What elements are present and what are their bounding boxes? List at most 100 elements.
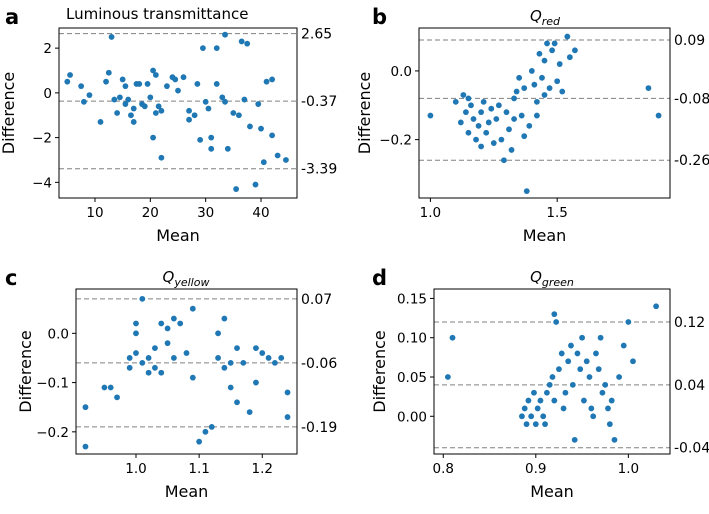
- data-point-a-45: [208, 145, 215, 152]
- data-point-c-15: [152, 345, 158, 352]
- data-point-c-24: [189, 305, 196, 312]
- data-point-a-57: [241, 96, 248, 103]
- x-tick-label-d-1: 0.9: [525, 461, 546, 477]
- data-point-c-23: [183, 350, 190, 356]
- data-point-b-51: [572, 47, 578, 54]
- data-point-d-23: [565, 358, 572, 365]
- data-point-b-24: [508, 147, 515, 153]
- data-point-b-15: [485, 119, 492, 126]
- data-point-c-42: [265, 355, 272, 361]
- data-point-b-43: [546, 85, 553, 92]
- y-tick-label-a-3: −4: [32, 175, 52, 191]
- reference-line-label-b-2: -0.26: [674, 153, 709, 169]
- data-point-d-43: [611, 436, 618, 443]
- y-axis-label-b: Difference: [355, 72, 374, 154]
- data-point-b-49: [564, 33, 571, 40]
- chart-title-a: Luminous transmittance: [66, 5, 248, 23]
- data-point-c-29: [215, 355, 221, 361]
- data-point-d-13: [544, 389, 550, 396]
- data-point-d-20: [558, 350, 565, 357]
- data-point-c-28: [208, 424, 215, 430]
- y-tick-label-d-2: 0.05: [397, 370, 427, 386]
- data-point-d-0: [444, 374, 451, 380]
- data-point-a-48: [213, 81, 220, 87]
- data-point-d-38: [599, 389, 606, 396]
- y-tick-label-a-0: 2: [43, 41, 52, 57]
- data-point-a-40: [194, 81, 201, 87]
- data-point-a-67: [274, 152, 281, 159]
- data-point-a-23: [144, 81, 151, 87]
- data-point-c-20: [170, 355, 177, 361]
- y-tick-label-c-2: −0.2: [36, 425, 69, 441]
- data-point-c-8: [133, 320, 139, 327]
- data-point-b-52: [645, 85, 652, 92]
- data-point-a-53: [230, 110, 237, 116]
- data-point-b-21: [501, 157, 507, 164]
- data-point-c-30: [215, 330, 221, 337]
- data-point-c-39: [253, 345, 259, 352]
- data-point-b-36: [533, 98, 540, 105]
- y-axis-label-c: Difference: [16, 330, 35, 412]
- data-point-b-23: [506, 126, 512, 133]
- plot-frame-b: [418, 27, 671, 199]
- data-point-b-26: [511, 116, 517, 122]
- data-point-d-12: [542, 421, 548, 428]
- x-axis-label-d: Mean: [530, 482, 574, 501]
- data-point-c-18: [164, 325, 171, 332]
- data-point-c-4: [114, 394, 120, 401]
- data-point-b-4: [463, 109, 469, 116]
- data-point-d-31: [583, 358, 590, 365]
- data-point-c-16: [158, 320, 165, 327]
- data-point-b-9: [473, 136, 479, 143]
- reference-line-label-c-2: -0.19: [301, 420, 337, 436]
- data-point-d-10: [537, 397, 544, 404]
- data-point-a-12: [119, 76, 126, 83]
- data-point-c-22: [177, 320, 184, 327]
- data-point-c-10: [139, 359, 146, 366]
- data-point-d-29: [579, 334, 585, 341]
- data-point-c-1: [82, 443, 89, 450]
- data-point-a-63: [260, 159, 267, 166]
- data-point-d-32: [586, 374, 593, 380]
- x-tick-label-d-2: 1.0: [618, 461, 639, 477]
- data-point-a-36: [180, 74, 187, 81]
- data-point-a-26: [150, 134, 156, 141]
- data-point-a-32: [164, 83, 170, 90]
- data-point-a-55: [235, 112, 242, 119]
- data-point-b-50: [566, 54, 573, 61]
- data-point-b-48: [559, 88, 566, 95]
- data-point-a-30: [158, 154, 165, 161]
- data-point-b-42: [544, 40, 550, 47]
- data-point-b-33: [526, 122, 533, 129]
- data-point-b-37: [533, 112, 540, 119]
- data-point-a-47: [213, 45, 220, 52]
- data-point-c-11: [139, 295, 146, 302]
- data-point-c-14: [152, 364, 158, 371]
- data-point-c-12: [145, 369, 152, 376]
- data-point-a-46: [208, 134, 215, 141]
- data-point-a-22: [141, 103, 148, 110]
- data-point-b-18: [493, 116, 500, 122]
- data-point-d-44: [616, 374, 622, 380]
- data-point-b-25: [511, 95, 517, 102]
- data-point-b-38: [536, 50, 543, 57]
- data-point-b-8: [470, 116, 477, 122]
- data-point-b-41: [541, 92, 548, 98]
- data-point-a-27: [152, 72, 159, 78]
- data-point-a-28: [152, 110, 159, 116]
- chart-title-subscript-d: green: [542, 276, 574, 289]
- data-point-b-28: [516, 74, 523, 81]
- data-point-b-6: [465, 129, 472, 136]
- y-tick-label-b-1: −0.2: [379, 133, 412, 149]
- data-point-d-21: [560, 405, 567, 412]
- data-point-c-37: [240, 359, 247, 366]
- data-point-a-11: [116, 94, 123, 101]
- data-point-d-8: [532, 421, 539, 428]
- data-point-c-46: [284, 389, 291, 396]
- data-point-b-27: [513, 88, 520, 95]
- panel-label-c: c: [5, 266, 17, 290]
- data-point-d-26: [571, 436, 578, 443]
- data-point-a-31: [158, 107, 165, 114]
- data-point-d-1: [449, 334, 456, 341]
- x-tick-label-b-1: 1.5: [546, 205, 567, 221]
